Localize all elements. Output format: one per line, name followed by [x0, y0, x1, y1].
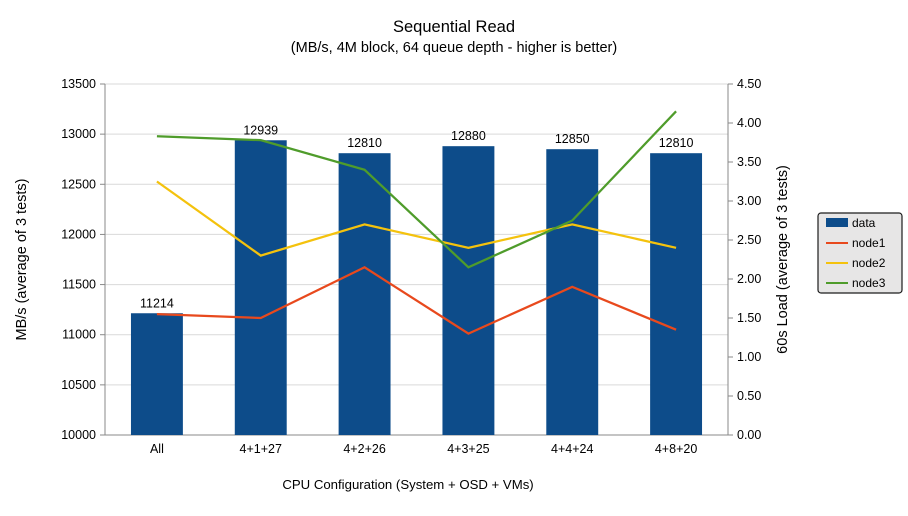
svg-text:node3: node3 [852, 276, 886, 290]
svg-text:10000: 10000 [61, 428, 96, 442]
svg-text:0.00: 0.00 [737, 428, 761, 442]
svg-text:11000: 11000 [62, 328, 96, 342]
svg-text:4+1+27: 4+1+27 [240, 442, 282, 456]
svg-text:node1: node1 [852, 236, 886, 250]
svg-text:4+8+20: 4+8+20 [655, 442, 697, 456]
svg-text:CPU Configuration (System + OS: CPU Configuration (System + OSD + VMs) [282, 477, 533, 492]
svg-text:1.00: 1.00 [737, 350, 761, 364]
svg-text:node2: node2 [852, 256, 886, 270]
svg-text:12939: 12939 [243, 123, 278, 137]
svg-text:11500: 11500 [62, 278, 96, 292]
svg-text:4+2+26: 4+2+26 [343, 442, 385, 456]
svg-text:All: All [150, 442, 164, 456]
svg-text:0.50: 0.50 [737, 389, 761, 403]
svg-text:12810: 12810 [659, 136, 694, 150]
svg-text:MB/s (average of 3 tests): MB/s (average of 3 tests) [14, 179, 30, 341]
svg-text:10500: 10500 [61, 378, 96, 392]
svg-text:12880: 12880 [451, 129, 486, 143]
svg-text:12500: 12500 [61, 177, 96, 191]
svg-text:2.00: 2.00 [737, 272, 761, 286]
svg-text:3.50: 3.50 [737, 155, 761, 169]
svg-text:3.00: 3.00 [737, 194, 761, 208]
svg-text:60s Load (average of 3 tests): 60s Load (average of 3 tests) [775, 165, 791, 354]
svg-text:12850: 12850 [555, 132, 590, 146]
svg-text:11214: 11214 [140, 296, 174, 310]
svg-text:2.50: 2.50 [737, 233, 761, 247]
svg-text:4+3+25: 4+3+25 [447, 442, 489, 456]
svg-text:4.00: 4.00 [737, 116, 761, 130]
svg-text:13500: 13500 [61, 77, 96, 91]
svg-text:12810: 12810 [347, 136, 382, 150]
svg-text:12000: 12000 [61, 227, 96, 241]
svg-text:13000: 13000 [61, 127, 96, 141]
svg-text:data: data [852, 216, 876, 230]
svg-text:4+4+24: 4+4+24 [551, 442, 593, 456]
svg-text:1.50: 1.50 [737, 311, 761, 325]
svg-text:4.50: 4.50 [737, 77, 761, 91]
